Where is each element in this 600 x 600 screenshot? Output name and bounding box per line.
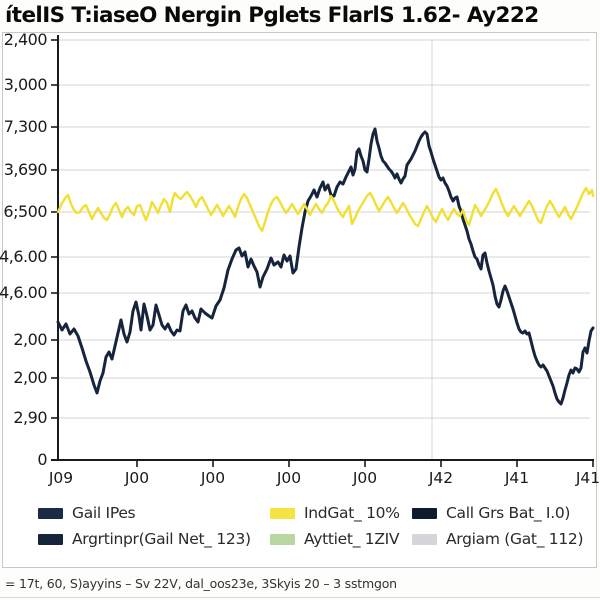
x-tick-label: J09	[48, 469, 73, 487]
series-line-indgat-10-	[56, 186, 595, 233]
x-tick-label: J41	[575, 469, 600, 487]
x-tick-label: J00	[352, 469, 377, 487]
legend-swatch-green	[270, 533, 295, 545]
legend-item: Call Grs Bat_ I.0)	[412, 503, 570, 523]
x-tick-label: J00	[276, 469, 301, 487]
legend-item: IndGat_ 10%	[270, 503, 400, 523]
y-tick-label: 2,00	[13, 368, 47, 387]
x-tick-label: J41	[504, 469, 529, 487]
legend-item: Gail IPes	[38, 503, 136, 523]
chart-footnote: = 17t, 60, S)ayyins – Sv 22V, dal_oos23e…	[5, 576, 397, 591]
legend-swatch-navy2	[38, 533, 63, 545]
legend-swatch-darknavy	[412, 507, 437, 519]
y-tick-label: 7,300	[4, 117, 48, 136]
legend-label: IndGat_ 10%	[304, 504, 400, 522]
y-tick-label: 2,00	[13, 330, 47, 349]
legend-label: Argiam (Gat_ 112)	[446, 530, 584, 548]
chart-frame	[2, 32, 597, 568]
legend-item: Argiam (Gat_ 112)	[412, 529, 584, 549]
x-tick-label: J00	[124, 469, 149, 487]
x-tick-label: J42	[428, 469, 453, 487]
y-tick-label: 0	[37, 450, 47, 469]
legend-swatch-gray	[412, 533, 437, 545]
series-line-gail-ipes	[56, 127, 595, 406]
legend-label: Ayttiet_ 1ZIV	[304, 530, 400, 548]
legend-label: Call Grs Bat_ I.0)	[446, 504, 571, 522]
legend-label: Gail IPes	[72, 504, 136, 522]
bottom-divider	[0, 597, 600, 598]
y-tick-label: 2,400	[4, 30, 48, 49]
y-tick-label: 4,6.00	[0, 283, 47, 302]
chart-title: ítelIS T:iaseO Nergin Pglets FlarlS 1.62…	[5, 3, 539, 28]
legend-swatch-navy	[38, 507, 63, 519]
y-tick-label: 3,690	[4, 160, 48, 179]
legend-item: Ayttiet_ 1ZIV	[270, 529, 400, 549]
legend-swatch-yellow	[270, 507, 295, 519]
y-tick-label: 2,90	[13, 408, 47, 427]
legend-label: Argrtinpr(Gail Net_ 123)	[72, 530, 251, 548]
x-tick-label: J00	[200, 469, 225, 487]
y-tick-label: 4,6.00	[0, 247, 47, 266]
y-tick-label: 3,000	[4, 75, 48, 94]
legend-item: Argrtinpr(Gail Net_ 123)	[38, 529, 251, 549]
y-tick-label: 6;500	[3, 202, 47, 221]
